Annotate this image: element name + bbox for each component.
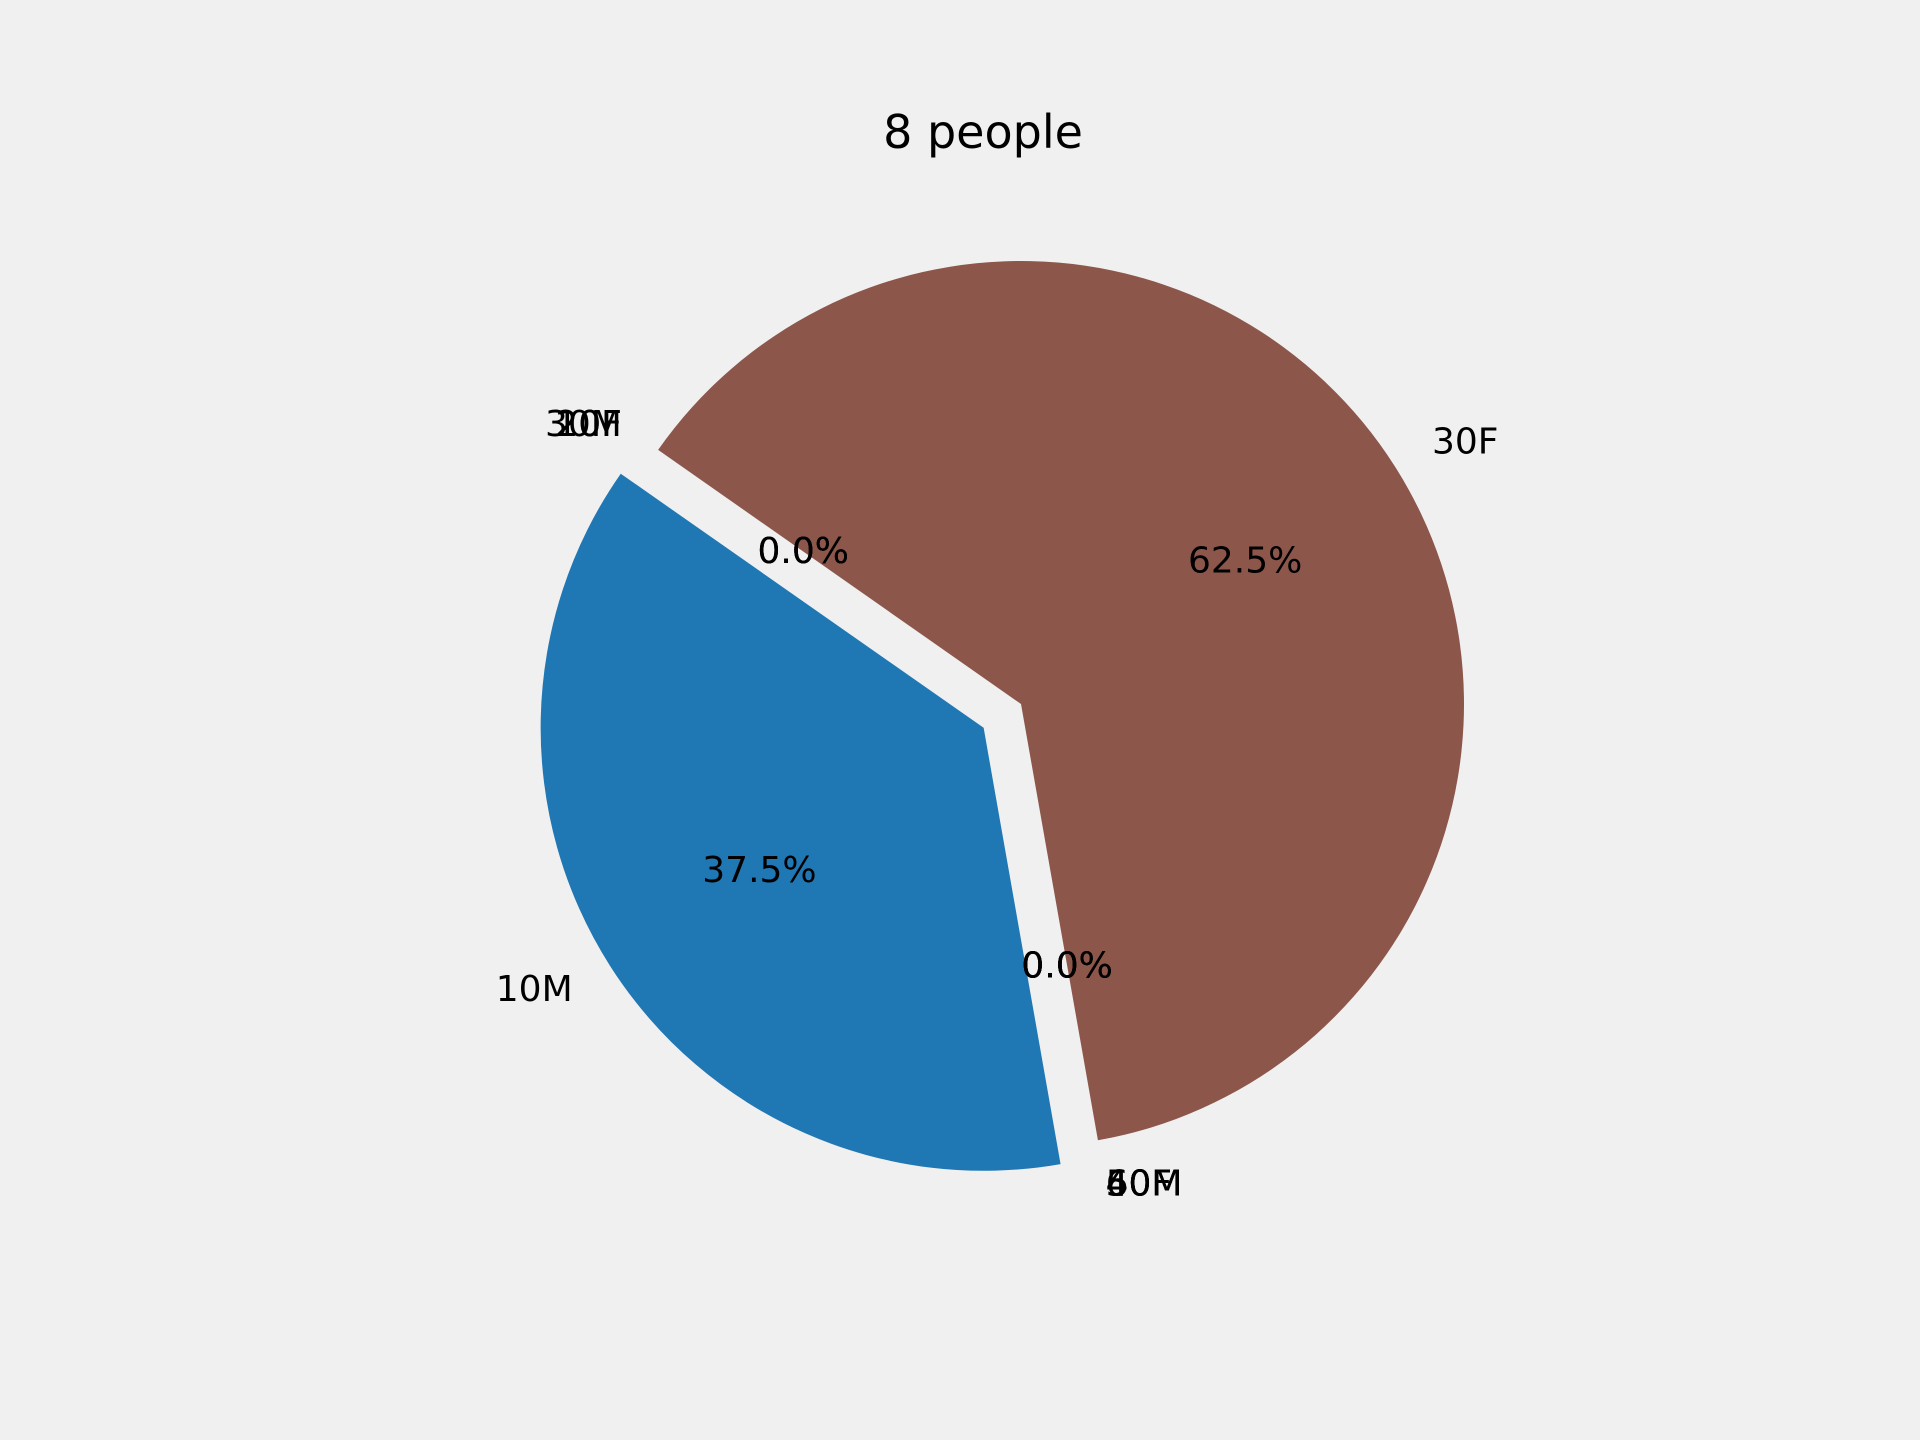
slice-percent-30f: 62.5% [1188, 541, 1302, 582]
slice-label-10m: 10M [496, 969, 573, 1010]
slice-label-50m: 50M [1106, 1163, 1183, 1204]
pie-slices [540, 261, 1465, 1171]
pie-labels: 10M37.5%40M0.0%50M0.0%60M0.0%40F0.0%30F6… [496, 404, 1499, 1204]
slice-label-20f: 20F [555, 404, 622, 445]
slice-percent-10f: 0.0% [758, 531, 849, 572]
slice-label-40f: 40F [1106, 1163, 1173, 1204]
slice-label-40m: 40M [1106, 1163, 1183, 1204]
slice-percent-50m: 0.0% [1021, 945, 1112, 986]
slice-percent-60m: 0.0% [1021, 945, 1112, 986]
slice-percent-30m: 0.0% [758, 531, 849, 572]
slice-label-30m: 30M [545, 404, 622, 445]
pie-slice-30f [658, 261, 1465, 1141]
slice-label-60m: 60M [1106, 1163, 1183, 1204]
slice-percent-40f: 0.0% [1021, 945, 1112, 986]
chart-title: 8 people [883, 105, 1083, 159]
slice-label-30f: 30F [1432, 422, 1499, 463]
slice-percent-20f: 0.0% [758, 531, 849, 572]
slice-percent-10m: 37.5% [702, 850, 816, 891]
slice-label-10f: 10F [555, 404, 622, 445]
pie-slice-10m [540, 473, 1061, 1171]
slice-percent-40m: 0.0% [1021, 945, 1112, 986]
